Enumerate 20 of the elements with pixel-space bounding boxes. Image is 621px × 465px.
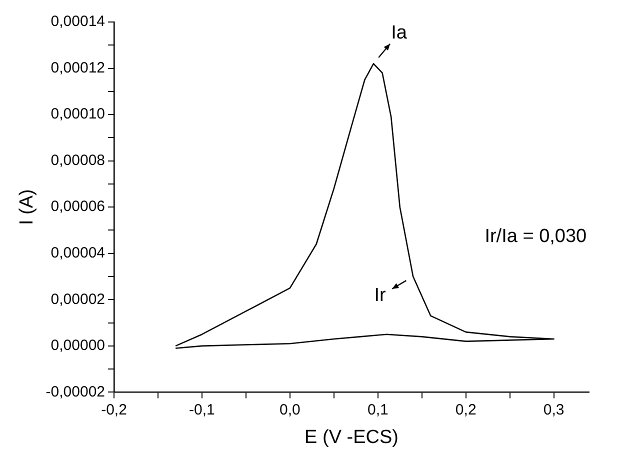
y-tick-label: 0,00006 [50,198,106,216]
annotation: Ia [391,22,408,44]
y-tick-label: 0,00000 [50,337,106,354]
y-axis-title: I (A) [16,189,38,226]
x-tick-label: -0,2 [101,401,127,418]
x-tick-label: 0,1 [367,401,388,418]
y-tick-label: 0,00010 [50,106,106,123]
x-tick-label: 0,2 [455,401,476,418]
x-tick-label: 0,0 [280,401,300,418]
y-tick-label: 0,00004 [50,244,106,262]
x-tick-label: 0,3 [543,401,564,418]
annotation: Ir [374,285,386,306]
annotation: Ir/Ia = 0,030 [484,226,587,247]
y-tick-label: 0,00014 [50,13,106,30]
y-tick-label: 0,00012 [50,59,106,76]
y-tick-label: 0,00002 [50,290,106,308]
y-tick-label: -0,00002 [46,383,106,400]
y-tick-label: 0,00008 [50,152,106,169]
x-axis-title: E (V -ECS) [304,426,398,448]
x-tick-label: -0,1 [189,401,215,418]
